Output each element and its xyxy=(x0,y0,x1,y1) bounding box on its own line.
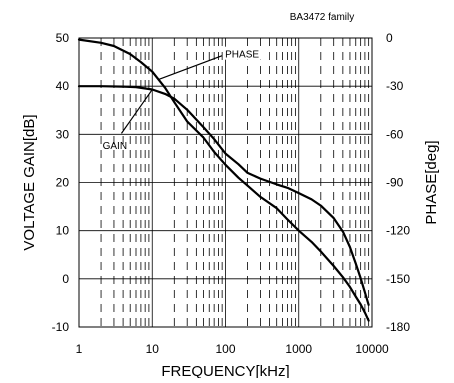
x-tick-label: 10 xyxy=(146,342,160,356)
tick-label-layer: -10 0 10 20 30 40 50 0 -30 -60 -90 -120 -150 -180 1 10 1… xyxy=(52,31,411,356)
series-layer xyxy=(77,38,370,322)
y-left-tick-label: 10 xyxy=(56,224,70,238)
y-right-tick-label: 0 xyxy=(386,31,393,45)
y-right-tick-label: -120 xyxy=(386,224,410,238)
x-tick-label: 1000 xyxy=(285,342,312,356)
annotation-layer: GAIN PHASE xyxy=(103,46,270,152)
y-left-tick-label: 40 xyxy=(56,79,70,93)
y-left-tick-label: 30 xyxy=(56,127,70,141)
y-right-tick-label: -60 xyxy=(386,127,404,141)
phase-leader-line xyxy=(157,55,223,81)
x-tick-label: 1 xyxy=(76,342,83,356)
series-line-gain xyxy=(77,85,370,306)
y-right-tick-label: -180 xyxy=(386,320,410,334)
y-left-tick-label: -10 xyxy=(52,320,70,334)
gain-annotation: GAIN xyxy=(103,141,127,152)
gain-leader-line xyxy=(120,89,153,134)
x-tick-label: 10000 xyxy=(355,342,389,356)
y-axis-right-title: PHASE[deg] xyxy=(423,140,440,224)
series-line-phase xyxy=(77,38,370,322)
y-right-tick-label: -150 xyxy=(386,272,410,286)
y-right-tick-label: -90 xyxy=(386,176,404,190)
phase-annotation-bg xyxy=(223,46,270,60)
y-left-tick-label: 20 xyxy=(56,176,70,190)
y-left-tick-label: 50 xyxy=(56,31,70,45)
grid-layer xyxy=(79,38,372,327)
y-left-tick-label: 0 xyxy=(62,272,69,286)
y-right-tick-label: -30 xyxy=(386,79,404,93)
plot-frame xyxy=(78,37,373,328)
y-axis-left-title: VOLTAGE GAIN[dB] xyxy=(21,114,38,250)
x-axis-title: FREQUENCY[kHz] xyxy=(161,363,289,378)
phase-annotation: PHASE xyxy=(225,50,259,61)
x-tick-label: 100 xyxy=(215,342,235,356)
chart-subtitle: BA3472 family xyxy=(290,12,354,23)
